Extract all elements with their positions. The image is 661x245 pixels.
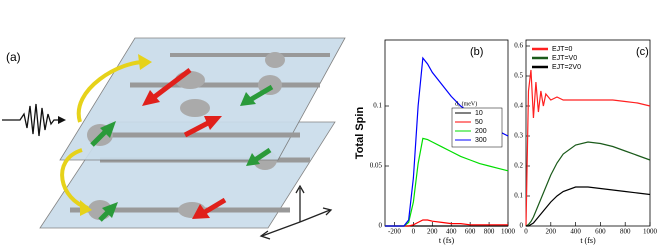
y-tick-label: 0.3 bbox=[514, 132, 523, 140]
x-tick-label: -200 bbox=[388, 228, 401, 236]
x-axis-label: t (fs) bbox=[439, 236, 455, 245]
y-tick-label: 0.1 bbox=[373, 102, 382, 110]
y-axis-label: Total Spin bbox=[354, 107, 366, 160]
legend-label: 10 bbox=[475, 110, 483, 117]
series-line bbox=[385, 137, 509, 227]
x-tick-label: 200 bbox=[427, 228, 438, 236]
x-tick-label: 0 bbox=[524, 228, 528, 236]
series-line bbox=[385, 219, 508, 227]
plane bbox=[59, 37, 346, 161]
atom bbox=[180, 99, 210, 117]
legend-label: 200 bbox=[475, 128, 487, 135]
legend-label: EJT=V0 bbox=[552, 55, 577, 62]
series-line bbox=[525, 69, 651, 227]
plot-frame bbox=[525, 39, 651, 227]
legend-label: EJT=2V0 bbox=[552, 64, 581, 71]
x-tick-label: 1000 bbox=[643, 228, 658, 236]
y-tick-label: 0.05 bbox=[370, 162, 383, 170]
legend-label: 300 bbox=[475, 137, 487, 144]
x-tick-label: 400 bbox=[446, 228, 457, 236]
legend-label: 50 bbox=[475, 119, 483, 126]
axes-sketch bbox=[259, 184, 333, 240]
x-tick-label: 200 bbox=[546, 228, 557, 236]
series-line bbox=[525, 141, 651, 227]
y-tick-label: 0 bbox=[520, 222, 524, 230]
y-tick-label: 0.2 bbox=[514, 162, 523, 170]
x-tick-label: 600 bbox=[465, 228, 476, 236]
y-tick-label: 0.1 bbox=[514, 192, 523, 200]
panel-label: (b) bbox=[470, 46, 483, 58]
arrow-head bbox=[80, 200, 92, 216]
spin-arrows bbox=[90, 68, 274, 222]
y-tick-label: 0 bbox=[379, 222, 383, 230]
legend-title: d₀ (meV) bbox=[455, 100, 477, 107]
hop-arrows bbox=[60, 59, 149, 210]
x-tick-label: 800 bbox=[484, 228, 495, 236]
x-tick-label: 600 bbox=[595, 228, 606, 236]
panel-label: (a) bbox=[6, 50, 21, 64]
x-tick-label: 0 bbox=[412, 228, 416, 236]
arrow-head bbox=[138, 54, 152, 70]
illustration: (a) bbox=[2, 37, 346, 240]
y-tick-label: 0.5 bbox=[514, 72, 523, 80]
legend-label: EJT=0 bbox=[552, 46, 573, 53]
x-axis-label: t (fs) bbox=[580, 236, 596, 245]
y-tick-label: 0.6 bbox=[514, 42, 523, 50]
arrow-head bbox=[58, 116, 66, 124]
x-tick-label: 1000 bbox=[501, 228, 516, 236]
x-tick-label: 800 bbox=[620, 228, 631, 236]
y-tick-label: 0.4 bbox=[514, 102, 523, 110]
series-line bbox=[526, 186, 651, 227]
panel-label: (c) bbox=[636, 46, 649, 58]
atom bbox=[265, 52, 285, 68]
x-tick-label: 400 bbox=[570, 228, 581, 236]
pulse bbox=[2, 103, 62, 137]
